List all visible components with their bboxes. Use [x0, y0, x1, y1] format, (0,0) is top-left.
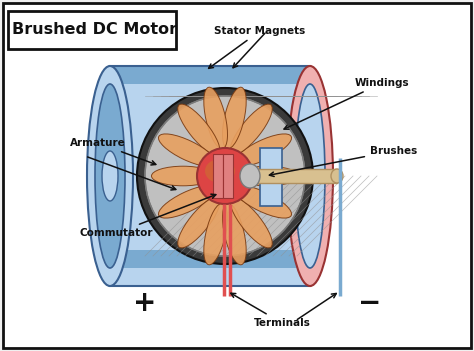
Ellipse shape [236, 166, 299, 186]
Bar [110, 250, 310, 268]
FancyBboxPatch shape [3, 3, 471, 348]
Text: Terminals: Terminals [231, 293, 310, 328]
Ellipse shape [158, 186, 216, 218]
Ellipse shape [234, 186, 292, 218]
Ellipse shape [205, 159, 235, 183]
FancyBboxPatch shape [8, 11, 176, 49]
Bar [247, 169, 337, 183]
Ellipse shape [102, 151, 118, 201]
Ellipse shape [197, 148, 253, 204]
Ellipse shape [234, 134, 292, 166]
Ellipse shape [87, 66, 133, 286]
Text: Brushes: Brushes [269, 146, 417, 177]
Bar [260, 148, 282, 206]
Ellipse shape [230, 197, 272, 248]
Text: Brushed DC Motor: Brushed DC Motor [12, 22, 177, 38]
Ellipse shape [178, 104, 220, 155]
Bar [110, 66, 310, 286]
Ellipse shape [295, 84, 325, 268]
Ellipse shape [204, 87, 228, 149]
Ellipse shape [158, 134, 216, 166]
Text: −: − [358, 289, 382, 317]
Ellipse shape [152, 166, 215, 186]
Ellipse shape [204, 203, 228, 265]
Ellipse shape [137, 88, 313, 264]
Ellipse shape [240, 164, 260, 188]
Text: Windings: Windings [284, 78, 410, 129]
Ellipse shape [178, 197, 220, 248]
Bar [110, 66, 310, 84]
Text: Armature: Armature [70, 138, 156, 165]
Bar [213, 154, 223, 198]
Text: Stator Magnets: Stator Magnets [209, 26, 306, 68]
Text: +: + [133, 289, 157, 317]
Text: Commutator: Commutator [80, 194, 216, 238]
Bar [223, 154, 233, 198]
Ellipse shape [287, 66, 333, 286]
Ellipse shape [95, 84, 125, 268]
Ellipse shape [222, 203, 246, 265]
Ellipse shape [145, 96, 305, 256]
Ellipse shape [222, 87, 246, 149]
Ellipse shape [331, 169, 343, 183]
Ellipse shape [230, 104, 272, 155]
